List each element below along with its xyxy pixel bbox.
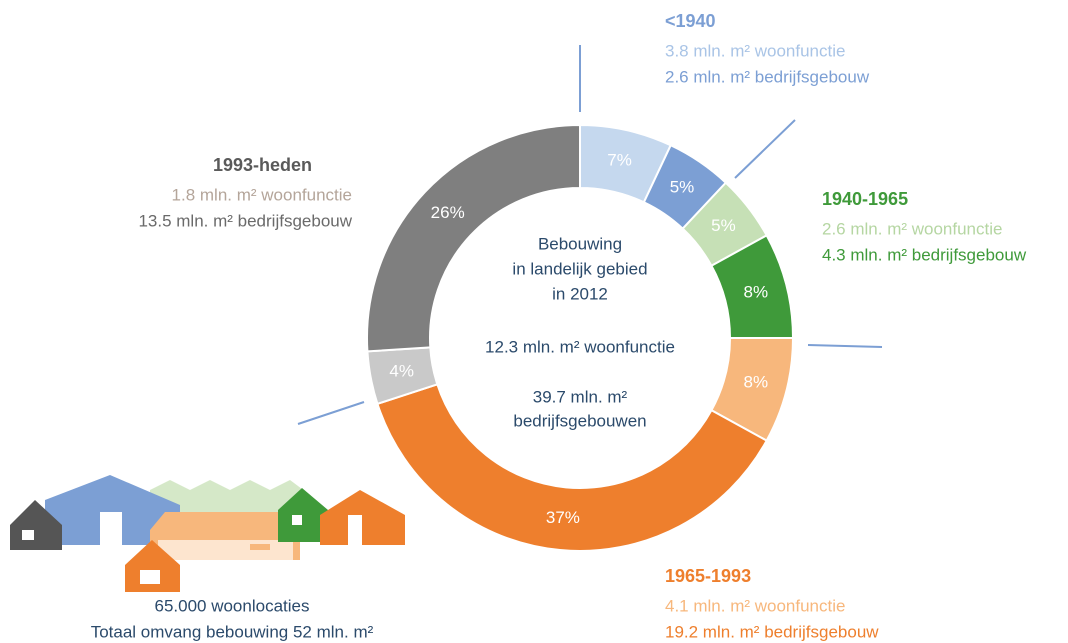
group-title: <1940 (665, 11, 716, 31)
segment-label: 37% (546, 508, 580, 527)
center-text: bedrijfsgebouwen (513, 411, 646, 430)
separator (807, 344, 883, 348)
group-line: 3.8 mln. m² woonfunctie (665, 41, 845, 60)
window (250, 544, 270, 550)
segment-label: 5% (670, 177, 695, 196)
farm-base (158, 540, 293, 560)
footer-text: Totaal omvang bebouwing 52 mln. m² (91, 622, 374, 641)
center-text: in 2012 (552, 284, 608, 303)
segment-label: 5% (711, 216, 736, 235)
hedge (150, 480, 310, 520)
group-title: 1965-1993 (665, 566, 751, 586)
segment-label: 4% (389, 361, 414, 380)
house (320, 490, 405, 545)
separator (734, 119, 796, 179)
donut-segment (366, 123, 581, 353)
segment-label: 8% (744, 282, 769, 301)
group-line: 4.3 mln. m² bedrijfsgebouw (822, 245, 1027, 264)
center-text: Bebouwing (538, 234, 622, 253)
door (348, 515, 362, 545)
window (22, 530, 34, 540)
house (278, 488, 328, 542)
separators (297, 45, 883, 425)
house (125, 540, 180, 592)
donut-segment (376, 383, 769, 552)
group-title: 1993-heden (213, 155, 312, 175)
center-text: in landelijk gebied (512, 259, 647, 278)
window (292, 515, 302, 525)
house (45, 475, 180, 545)
group-title: 1940-1965 (822, 189, 908, 209)
group-line: 19.2 mln. m² bedrijfsgebouw (665, 622, 879, 641)
segment-label: 8% (744, 373, 769, 392)
group-line: 4.1 mln. m² woonfunctie (665, 596, 845, 615)
center-text: 12.3 mln. m² woonfunctie (485, 337, 675, 356)
separator (297, 401, 365, 425)
segment-label: 26% (431, 203, 465, 222)
group-line: 1.8 mln. m² woonfunctie (172, 185, 352, 204)
window (140, 570, 160, 584)
footer-text: 65.000 woonlocaties (154, 596, 309, 615)
group-line: 2.6 mln. m² bedrijfsgebouw (665, 67, 870, 86)
group-line: 13.5 mln. m² bedrijfsgebouw (138, 211, 352, 230)
door (100, 512, 122, 545)
group-line: 2.6 mln. m² woonfunctie (822, 219, 1002, 238)
houses (10, 475, 405, 592)
segment-label: 7% (607, 150, 632, 169)
center-text: 39.7 mln. m² (533, 387, 628, 406)
